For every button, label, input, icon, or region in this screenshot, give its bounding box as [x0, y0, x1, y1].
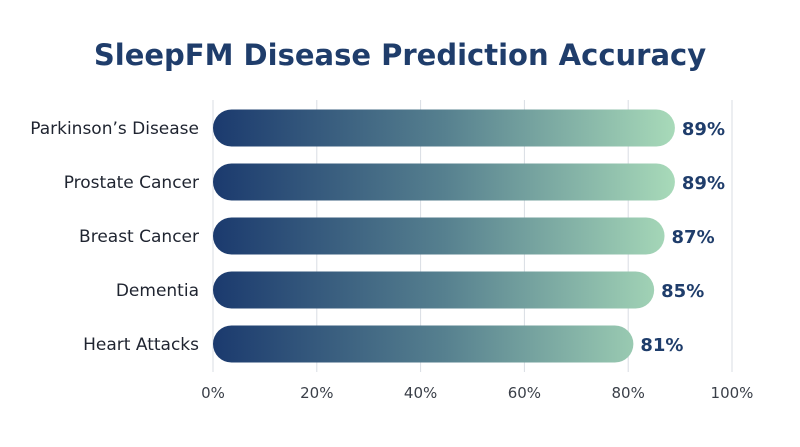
x-tick-label: 20% [300, 384, 333, 402]
value-label: 89% [682, 173, 725, 194]
bar [213, 271, 655, 309]
value-label: 87% [672, 227, 715, 248]
x-tick-label: 40% [404, 384, 437, 402]
bar [213, 217, 665, 255]
bars [213, 109, 675, 363]
labels: Parkinson’s Disease 89% Prostate Cancer 89%… [30, 119, 725, 356]
category-label: Breast Cancer [79, 227, 199, 247]
x-tick-label: 60% [508, 384, 541, 402]
x-axis-ticks: 0% 20% 40% 60% 80% 100% [201, 384, 753, 402]
bar [213, 163, 675, 201]
x-tick-label: 100% [711, 384, 754, 402]
bar [213, 109, 675, 147]
category-label: Dementia [116, 281, 199, 301]
chart-title: SleepFM Disease Prediction Accuracy [94, 38, 706, 72]
category-label: Prostate Cancer [64, 173, 199, 193]
category-label: Parkinson’s Disease [30, 119, 199, 139]
x-tick-label: 0% [201, 384, 225, 402]
x-tick-label: 80% [612, 384, 645, 402]
bar [213, 325, 634, 363]
category-label: Heart Attacks [83, 335, 199, 355]
value-label: 81% [640, 335, 683, 356]
value-label: 89% [682, 119, 725, 140]
value-label: 85% [661, 281, 704, 302]
